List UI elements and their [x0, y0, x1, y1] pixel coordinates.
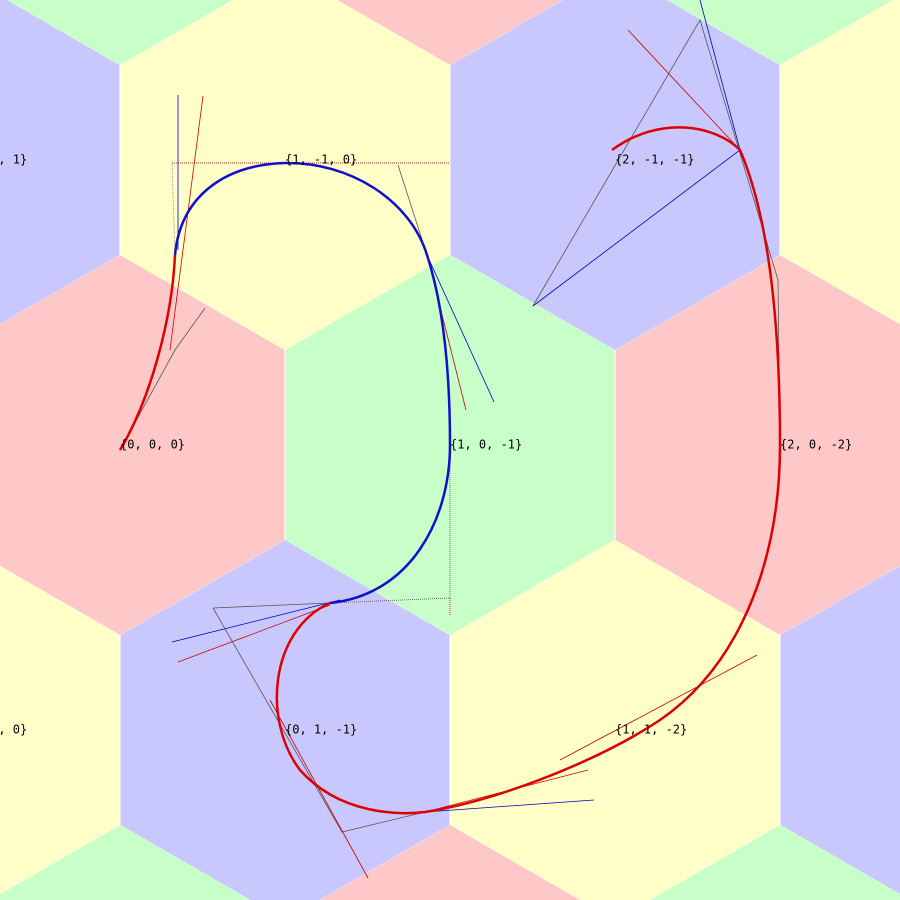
cell-label: {1, 1, -2}	[615, 723, 687, 737]
blue-curve	[173, 161, 452, 605]
hex-cell	[120, 0, 450, 350]
curves	[118, 126, 782, 815]
cell-label: {2, 0, -2}	[780, 438, 852, 452]
cell-labels: {0, 0, 0} {1, -1, 0} {1, 0, -1} {2, -1, -1}…	[0, 153, 852, 737]
tangent-line	[169, 95, 204, 351]
tangent-line	[177, 604, 331, 663]
control-line	[212, 602, 426, 833]
tangent-line	[627, 29, 741, 151]
cell-label: {1, 0, -1}	[450, 438, 522, 452]
hex-cell	[615, 255, 900, 635]
tangent-line	[424, 799, 595, 813]
cell-label: {-1, 1, 0}	[0, 723, 27, 737]
cell-label: {1, -1, 0}	[285, 153, 357, 167]
red-curve	[275, 126, 782, 815]
hex-cell	[450, 0, 780, 350]
red-curve	[118, 254, 177, 451]
cell-label: {2, -1, -1}	[615, 153, 694, 167]
cell-label: {0, -1, 1}	[0, 153, 27, 167]
cell-label: {0, 0, 0}	[120, 438, 185, 452]
hex-cell	[320, 825, 580, 900]
hex-cell	[337, 0, 563, 65]
hex-cell	[0, 565, 120, 895]
hex-cell	[450, 540, 780, 900]
tangent-line	[426, 254, 495, 403]
tangent-line	[171, 599, 341, 643]
hex-cell	[780, 0, 900, 325]
hex-cell	[650, 825, 900, 900]
hex-cell	[780, 565, 900, 895]
hex-cell	[7, 0, 233, 65]
hex-cell	[0, 825, 250, 900]
hex-cell	[667, 0, 893, 65]
tangent-line	[269, 699, 369, 879]
cell-label: {0, 1, -1}	[285, 723, 357, 737]
hex-cell	[0, 0, 120, 325]
hex-cell	[0, 255, 285, 635]
